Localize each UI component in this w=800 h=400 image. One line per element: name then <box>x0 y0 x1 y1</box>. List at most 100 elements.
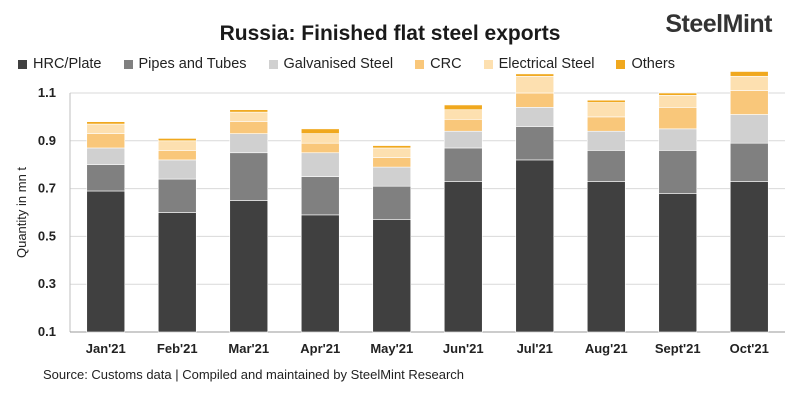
logo-text: SteelMint <box>665 10 772 38</box>
legend-item: HRC/Plate <box>18 56 102 72</box>
y-tick-label: 0.9 <box>38 133 56 148</box>
bar-segment-hrc-plate <box>515 159 555 333</box>
y-tick-label: 0.5 <box>38 228 56 243</box>
legend-label: Electrical Steel <box>498 56 595 72</box>
legend-swatch <box>415 59 425 69</box>
bar-segment-pipes-and-tubes <box>443 147 483 182</box>
bar-segment-crc <box>229 121 269 134</box>
bar-segment-electrical-steel <box>372 147 412 158</box>
bar-segment-crc <box>586 116 626 132</box>
bar-segment-galvanised-steel <box>229 133 269 154</box>
bar-segment-others <box>157 138 197 142</box>
legend-label: CRC <box>430 56 462 72</box>
steelmint-logo: SteelMint <box>665 10 772 39</box>
bar-segment-others <box>586 99 626 103</box>
y-tick-label: 1.1 <box>38 85 56 100</box>
x-tick-label: Jun'21 <box>443 341 484 356</box>
bar-segment-electrical-steel <box>443 109 483 120</box>
legend-label: Others <box>631 56 675 72</box>
bar-segment-hrc-plate <box>729 181 769 333</box>
legend-swatch <box>616 59 626 69</box>
bar-segment-crc <box>157 150 197 161</box>
bar-segment-others <box>658 92 698 96</box>
bar-segment-pipes-and-tubes <box>586 150 626 182</box>
source-note: Source: Customs data | Compiled and main… <box>43 367 465 382</box>
x-tick-label: Oct'21 <box>730 341 769 356</box>
x-tick-label: Feb'21 <box>157 341 198 356</box>
x-tick-label: Jan'21 <box>86 341 126 356</box>
chart-title: Russia: Finished flat steel exports <box>219 22 561 45</box>
bar-segment-electrical-steel <box>157 140 197 151</box>
bar-segment-electrical-steel <box>300 133 340 144</box>
bar-segment-galvanised-steel <box>658 128 698 151</box>
bar-segment-pipes-and-tubes <box>372 185 412 220</box>
bar-segment-pipes-and-tubes <box>157 178 197 213</box>
legend-label: Pipes and Tubes <box>138 56 247 72</box>
bar-segment-crc <box>729 90 769 115</box>
bar-segment-hrc-plate <box>229 200 269 333</box>
bar-segment-electrical-steel <box>729 75 769 91</box>
bar-segment-others <box>229 109 269 113</box>
legend-item: CRC <box>415 56 462 72</box>
bar-segment-electrical-steel <box>229 111 269 122</box>
bar-segment-galvanised-steel <box>586 130 626 151</box>
bar-segment-others <box>300 128 340 134</box>
legend-item: Others <box>616 56 675 72</box>
bar-segment-pipes-and-tubes <box>515 126 555 161</box>
x-tick-label: Jul'21 <box>517 341 553 356</box>
bar-segment-galvanised-steel <box>515 107 555 127</box>
bar-segment-pipes-and-tubes <box>658 150 698 194</box>
bar-segment-hrc-plate <box>86 190 126 333</box>
bar-segment-others <box>515 73 555 77</box>
bar-segment-others <box>372 145 412 149</box>
legend-swatch <box>483 59 493 69</box>
bar-segment-pipes-and-tubes <box>86 164 126 192</box>
bar-segment-galvanised-steel <box>86 147 126 166</box>
legend: HRC/Plate Pipes and Tubes Galvanised Steel… <box>18 56 788 72</box>
bar-segment-electrical-steel <box>658 95 698 108</box>
bar-segment-others <box>86 121 126 125</box>
bar-segment-galvanised-steel <box>729 114 769 144</box>
bar-segment-crc <box>658 107 698 130</box>
bar-segment-crc <box>300 142 340 154</box>
legend-swatch <box>268 59 278 69</box>
bar-segment-hrc-plate <box>372 219 412 333</box>
bar-segment-hrc-plate <box>586 181 626 333</box>
bar-segment-hrc-plate <box>157 212 197 333</box>
bar-segment-crc <box>443 118 483 132</box>
bar-segment-others <box>729 71 769 77</box>
bar-segment-hrc-plate <box>658 193 698 333</box>
bar-segment-hrc-plate <box>300 214 340 333</box>
bar-segment-electrical-steel <box>586 102 626 118</box>
bar-segment-galvanised-steel <box>157 159 197 180</box>
legend-label: HRC/Plate <box>33 56 102 72</box>
bar-segment-pipes-and-tubes <box>729 142 769 182</box>
bar-segment-galvanised-steel <box>300 152 340 177</box>
bar-segment-others <box>443 104 483 111</box>
bar-segment-galvanised-steel <box>372 166 412 187</box>
bar-segment-crc <box>515 92 555 108</box>
legend-item: Electrical Steel <box>483 56 595 72</box>
y-axis-label: Quantity in mn t <box>14 167 29 258</box>
x-tick-label: May'21 <box>370 341 413 356</box>
bar-segment-electrical-steel <box>86 123 126 134</box>
bar-segment-galvanised-steel <box>443 130 483 149</box>
legend-label: Galvanised Steel <box>283 56 394 72</box>
y-tick-label: 0.1 <box>38 324 56 339</box>
x-tick-label: Apr'21 <box>300 341 340 356</box>
x-tick-label: Mar'21 <box>228 341 269 356</box>
x-tick-label: Sept'21 <box>655 341 701 356</box>
legend-swatch <box>123 59 133 69</box>
x-tick-label: Aug'21 <box>585 341 628 356</box>
y-tick-label: 0.7 <box>38 181 56 196</box>
bar-segment-crc <box>86 133 126 149</box>
legend-swatch <box>18 59 27 69</box>
bar-segment-hrc-plate <box>443 181 483 333</box>
bar-segment-pipes-and-tubes <box>300 176 340 216</box>
bar-segment-crc <box>372 157 412 168</box>
legend-item: Pipes and Tubes <box>123 56 247 72</box>
y-tick-label: 0.3 <box>38 276 56 291</box>
bar-segment-electrical-steel <box>515 75 555 94</box>
bar-segment-pipes-and-tubes <box>229 152 269 201</box>
